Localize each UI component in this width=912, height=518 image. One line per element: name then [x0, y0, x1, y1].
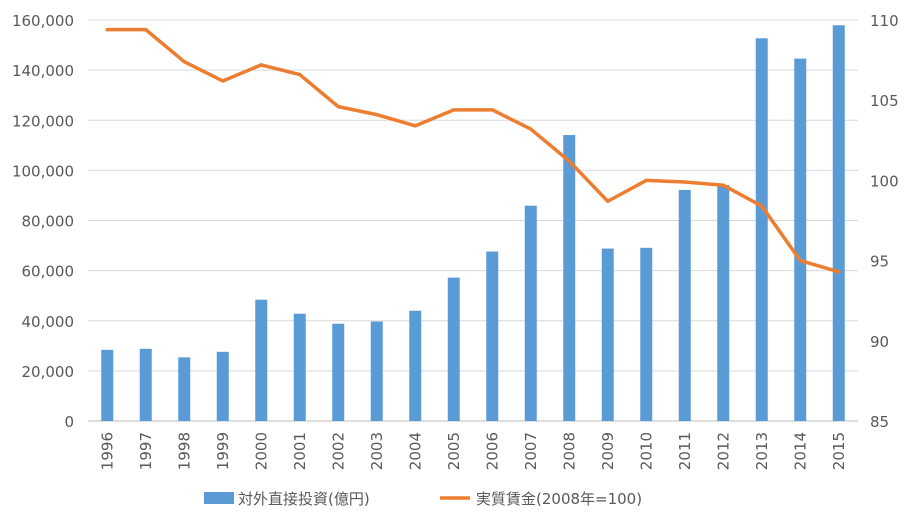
bar-2010 [640, 247, 653, 421]
x-axis: 1996 1997 1998 1999 2000 2001 2002 2003 2004 2005… [98, 432, 848, 470]
x-tick-label: 2008 [560, 432, 578, 470]
bar-1997 [139, 348, 152, 421]
legend: 対外直接投資(億円) 実質賃金(2008年=100) [204, 490, 642, 508]
y-left-tick-label: 140,000 [12, 62, 74, 80]
legend-label-bar: 対外直接投資(億円) [238, 490, 370, 508]
line-point-2000 [259, 63, 263, 67]
bar-2006 [486, 251, 499, 421]
y-left-tick-label: 100,000 [12, 162, 74, 180]
line-point-2002 [336, 105, 340, 109]
bar-2015 [832, 25, 845, 422]
y-left-tick-label: 0 [64, 413, 74, 431]
x-tick-label: 2012 [714, 432, 732, 470]
bar-1998 [178, 357, 191, 421]
bar-2007 [524, 205, 537, 421]
line-point-2012 [721, 183, 725, 187]
y-right-tick-label: 105 [870, 92, 899, 110]
y-right-tick-label: 100 [870, 172, 899, 190]
bar-1999 [216, 351, 229, 421]
x-tick-label: 2000 [252, 432, 270, 470]
gridlines [88, 19, 858, 422]
x-tick-label: 1997 [137, 432, 155, 470]
y-right-tick-label: 90 [870, 333, 889, 351]
bar-1996 [101, 349, 114, 421]
x-tick-label: 2013 [753, 432, 771, 470]
x-tick-label: 2007 [522, 432, 540, 470]
x-tick-label: 2003 [368, 432, 386, 470]
line-point-2009 [606, 199, 610, 203]
bar-series-overseas-investment [101, 25, 845, 422]
x-tick-label: 1996 [98, 432, 116, 470]
y-axis-left: 0 20,000 40,000 60,000 80,000 100,000 120,000 1… [12, 12, 74, 431]
x-tick-label: 2005 [445, 432, 463, 470]
line-point-1997 [144, 28, 148, 32]
line-point-2015 [837, 270, 841, 274]
line-point-2001 [298, 72, 302, 77]
y-right-tick-label: 85 [870, 413, 889, 431]
line-point-2004 [413, 124, 417, 128]
y-left-tick-label: 60,000 [22, 263, 75, 281]
y-left-tick-label: 160,000 [12, 12, 74, 30]
x-tick-label: 2009 [599, 432, 617, 470]
bar-2013 [755, 38, 768, 421]
line-point-2013 [760, 204, 764, 208]
bar-2011 [678, 189, 691, 421]
bar-2003 [370, 321, 383, 421]
bar-2008 [563, 135, 576, 422]
bar-2004 [409, 310, 422, 421]
y-left-tick-label: 40,000 [22, 313, 75, 331]
x-tick-label: 1998 [175, 432, 193, 470]
y-left-tick-label: 20,000 [22, 363, 75, 381]
line-point-2014 [798, 259, 802, 263]
line-point-2003 [375, 113, 379, 117]
line-point-2010 [644, 178, 648, 182]
x-tick-label: 2004 [406, 432, 424, 470]
line-point-1998 [182, 60, 186, 64]
bar-2000 [255, 299, 268, 421]
line-point-1999 [221, 79, 225, 83]
x-tick-label: 2014 [791, 432, 809, 470]
bar-2014 [794, 58, 807, 421]
y-right-tick-label: 110 [870, 12, 899, 30]
x-tick-label: 2006 [483, 432, 501, 470]
line-series-real-wage [105, 27, 841, 274]
bar-2009 [601, 248, 614, 421]
x-tick-label: 1999 [214, 432, 232, 470]
line-point-2005 [452, 108, 456, 112]
x-tick-label: 2015 [830, 432, 848, 470]
bar-2001 [293, 313, 306, 421]
line-point-2007 [529, 127, 533, 131]
line-point-1996 [105, 28, 109, 32]
x-tick-label: 2001 [291, 432, 309, 470]
line-point-2006 [490, 108, 494, 112]
bar-2005 [447, 277, 460, 421]
bar-2012 [717, 184, 730, 421]
legend-swatch-bar [204, 492, 234, 504]
bar-2002 [332, 323, 345, 421]
y-left-tick-label: 80,000 [22, 213, 75, 231]
line-point-2008 [567, 159, 571, 163]
real-wage-line [105, 27, 841, 274]
x-tick-label: 2010 [637, 432, 655, 470]
legend-label-line: 実質賃金(2008年=100) [476, 490, 642, 508]
y-axis-right: 85 90 95 100 105 110 [870, 12, 899, 431]
x-tick-label: 2002 [329, 432, 347, 470]
x-tick-label: 2011 [676, 432, 694, 470]
y-right-tick-label: 95 [870, 253, 889, 271]
line-point-2011 [683, 180, 687, 184]
y-left-tick-label: 120,000 [12, 112, 74, 130]
